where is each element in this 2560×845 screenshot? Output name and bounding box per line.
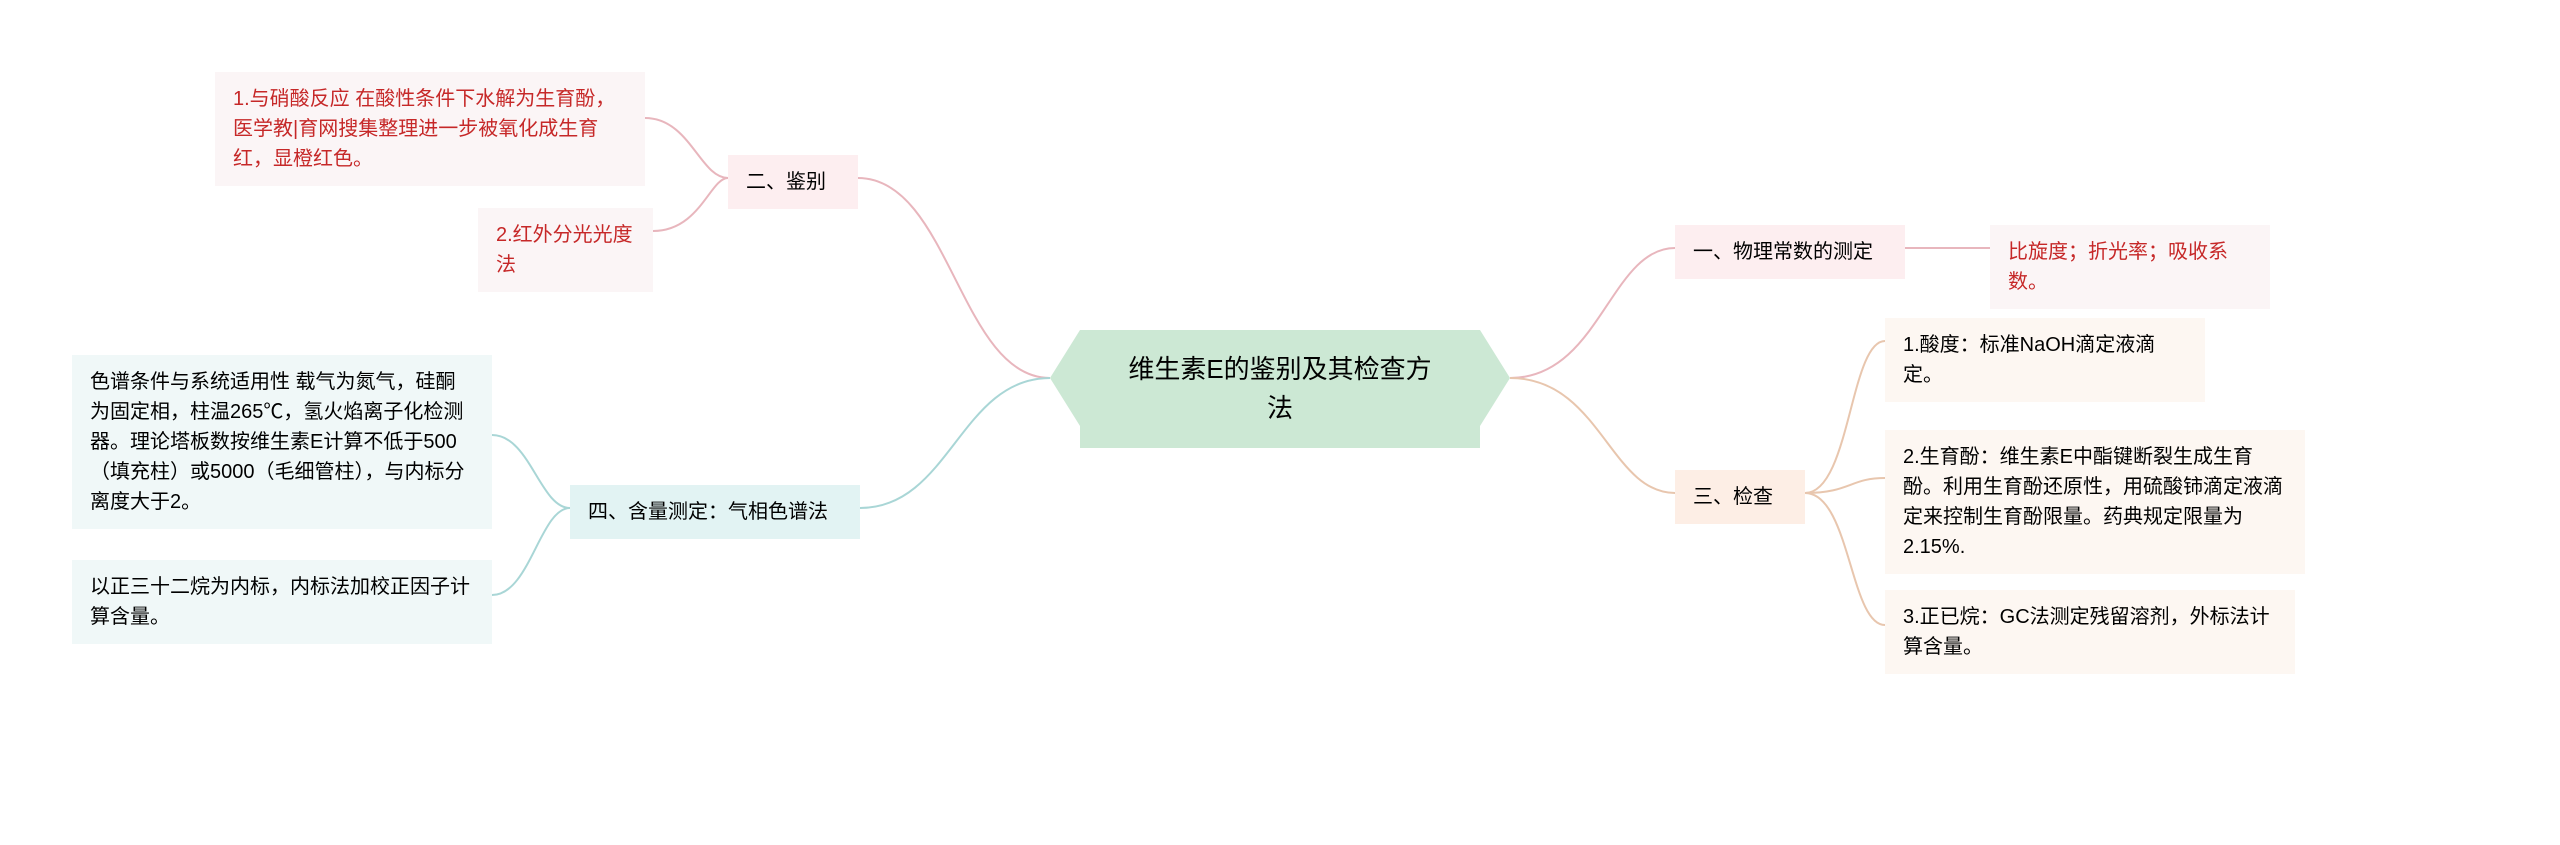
leaf-tocopherol: 2.生育酚：维生素E中酯键断裂生成生育酚。利用生育酚还原性，用硫酸铈滴定液滴定来…: [1885, 430, 2305, 574]
leaf-infrared-method: 2.红外分光光度法: [478, 208, 653, 292]
connector-line: [492, 435, 570, 508]
connector-line: [860, 378, 1050, 508]
connector-line: [1510, 378, 1675, 493]
connector-line: [1805, 478, 1885, 493]
leaf-hexane: 3.正已烷：GC法测定残留溶剂，外标法计算含量。: [1885, 590, 2295, 674]
connector-line: [492, 508, 570, 595]
leaf-acidity: 1.酸度：标准NaOH滴定液滴定。: [1885, 318, 2205, 402]
leaf-physical-constants-list: 比旋度；折光率；吸收系数。: [1990, 225, 2270, 309]
connector-line: [645, 118, 728, 178]
connector-line: [1805, 493, 1885, 625]
branch-inspection[interactable]: 三、检查: [1675, 470, 1805, 524]
central-node[interactable]: 维生素E的鉴别及其检查方 法: [1080, 330, 1480, 448]
branch-physical-constants[interactable]: 一、物理常数的测定: [1675, 225, 1905, 279]
leaf-internal-standard: 以正三十二烷为内标，内标法加校正因子计算含量。: [72, 560, 492, 644]
connector-line: [858, 178, 1050, 378]
leaf-nitric-acid-reaction: 1.与硝酸反应 在酸性条件下水解为生育酚，医学教|育网搜集整理进一步被氧化成生育…: [215, 72, 645, 186]
connector-line: [1510, 248, 1675, 378]
connector-line: [653, 178, 728, 231]
branch-identification[interactable]: 二、鉴别: [728, 155, 858, 209]
connector-line: [1805, 341, 1885, 493]
branch-content-determination[interactable]: 四、含量测定：气相色谱法: [570, 485, 860, 539]
leaf-chromatography-conditions: 色谱条件与系统适用性 载气为氮气，硅酮为固定相，柱温265℃，氢火焰离子化检测器…: [72, 355, 492, 529]
